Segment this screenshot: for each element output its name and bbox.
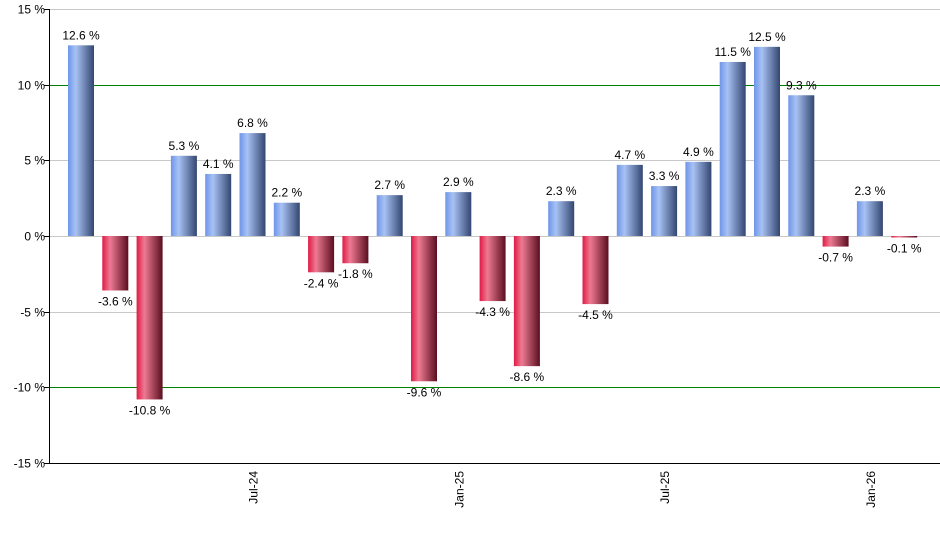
- data-label: 2.3 %: [546, 184, 577, 198]
- data-label: 4.1 %: [203, 157, 234, 171]
- x-tick-label: Jan-26: [864, 471, 878, 508]
- bar-Jun-24: [205, 173, 232, 236]
- bar-Dec-25: [822, 236, 849, 247]
- data-label: -1.8 %: [338, 267, 373, 281]
- bar-Jul-25: [651, 186, 678, 236]
- bar-Aug-24: [273, 202, 300, 236]
- y-tick-label: 10 %: [18, 79, 46, 93]
- bar-Sep-24: [308, 236, 335, 273]
- bar-Jan-25: [445, 192, 472, 236]
- data-label: 9.3 %: [786, 78, 817, 92]
- y-tick-label: -5 %: [20, 306, 45, 320]
- bar-Feb-24: [68, 45, 94, 236]
- data-label: 5.3 %: [169, 139, 200, 153]
- data-label: 2.2 %: [271, 186, 302, 200]
- x-axis-ticks: Jul-24 Jan-25 Jul-25 Jan-26: [247, 471, 878, 508]
- data-label: -0.7 %: [818, 251, 853, 265]
- data-label: 11.5 %: [714, 45, 751, 59]
- bar-Feb-25: [479, 236, 506, 302]
- data-label: -4.3 %: [475, 305, 510, 319]
- data-labels: 12.6 % -3.6 % -10.8 % 5.3 %4.1 % 6.8 % 2.2 % -…: [62, 28, 922, 417]
- bar-Jun-25: [616, 164, 643, 236]
- x-tick-label: Jul-25: [658, 471, 672, 504]
- data-label: -4.5 %: [578, 308, 613, 322]
- data-label: -10.8 %: [129, 403, 171, 417]
- y-tick-label: 5 %: [24, 154, 45, 168]
- y-tick-label: 0 %: [24, 230, 45, 244]
- x-tick-label: Jul-24: [247, 471, 261, 504]
- data-label: 4.9 %: [683, 145, 714, 159]
- y-tick-label: -15 %: [14, 457, 46, 471]
- bar-Feb-26: [891, 236, 918, 238]
- data-label: -2.4 %: [304, 276, 339, 290]
- bars: [68, 45, 918, 400]
- data-label: 12.6 %: [62, 28, 100, 42]
- data-label: 2.3 %: [855, 184, 886, 198]
- bar-May-24: [170, 155, 197, 236]
- bar-Nov-24: [376, 195, 403, 236]
- bar-Mar-25: [513, 236, 540, 367]
- y-tick-label: -10 %: [14, 381, 46, 395]
- bar-Oct-24: [342, 236, 369, 264]
- data-label: 2.9 %: [443, 175, 474, 189]
- bar-Sep-25: [719, 61, 746, 236]
- data-label: -3.6 %: [98, 294, 133, 308]
- bar-Dec-24: [411, 236, 437, 382]
- data-label: 2.7 %: [374, 178, 405, 192]
- bar-May-25: [582, 236, 609, 305]
- bar-Mar-24: [102, 236, 129, 291]
- data-label: 6.8 %: [237, 116, 268, 130]
- y-axis-ticks: 15 % 10 % 5 % 0 % -5 % -10 % -15 %: [14, 3, 50, 471]
- data-label: 4.7 %: [614, 148, 645, 162]
- bar-Nov-25: [788, 95, 815, 236]
- bar-Apr-24: [136, 236, 163, 400]
- bar-Aug-25: [685, 161, 712, 236]
- x-tick-label: Jan-25: [452, 471, 466, 508]
- bar-Jul-24: [239, 133, 266, 236]
- bar-Oct-25: [754, 46, 780, 237]
- data-label: -0.1 %: [887, 242, 922, 256]
- data-label: 12.5 %: [748, 30, 786, 44]
- y-tick-label: 15 %: [18, 3, 46, 17]
- bar-Jan-26: [856, 201, 883, 236]
- data-label: -8.6 %: [510, 370, 545, 384]
- bar-Apr-25: [548, 201, 575, 236]
- data-label: 3.3 %: [649, 169, 680, 183]
- data-label: -9.6 %: [407, 385, 442, 399]
